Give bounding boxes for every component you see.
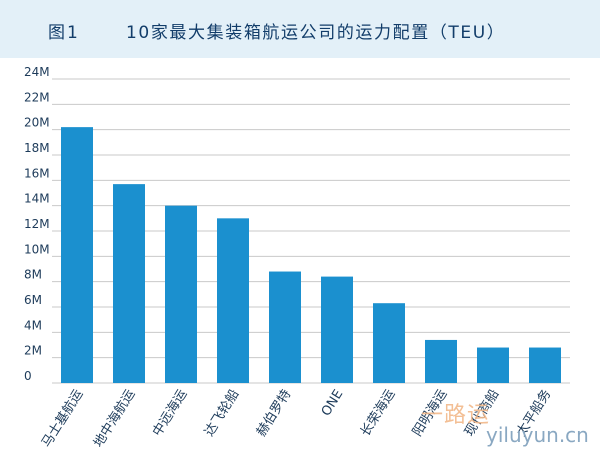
y-tick-label: 18M <box>24 141 50 155</box>
bars <box>61 127 561 383</box>
watermark-text: 一路运 <box>421 403 491 428</box>
y-tick-label: 14M <box>24 192 50 206</box>
bar-7 <box>373 303 405 383</box>
x-category-label: 马士基航运 <box>38 387 86 451</box>
y-tick-label: 22M <box>24 90 50 104</box>
x-category-label: 长荣海运 <box>358 387 398 439</box>
y-tick-label: 4M <box>24 318 42 332</box>
x-category-label: 中远海运 <box>150 387 190 439</box>
y-tick-label: 6M <box>24 293 42 307</box>
y-tick-label: 12M <box>24 217 50 231</box>
y-tick-label: 10M <box>24 242 50 256</box>
x-category-label: 地中海航运 <box>90 387 138 451</box>
x-category-label: 赫伯罗特 <box>254 387 294 439</box>
bar-6 <box>321 276 353 383</box>
y-tick-label: 8M <box>24 268 42 282</box>
y-tick-label: 24M <box>24 65 50 79</box>
y-tick-label: 0 <box>24 369 32 383</box>
bar-1 <box>61 127 93 383</box>
bar-4 <box>217 218 249 383</box>
watermark-url: yiluyun.cn <box>486 423 589 447</box>
y-tick-label: 20M <box>24 116 50 130</box>
y-tick-label: 16M <box>24 166 50 180</box>
chart-title: 10家最大集装箱航运公司的运力配置（TEU） <box>126 23 506 43</box>
y-axis-tick-labels: 0 2M 4M 6M 8M 10M 12M 14M 16M 18M 20M 22M 24M <box>24 65 50 383</box>
x-category-label: 达飞轮船 <box>202 387 242 439</box>
title-bar <box>0 0 600 58</box>
y-tick-label: 2M <box>24 344 42 358</box>
bar-2 <box>113 184 145 383</box>
bar-8 <box>425 339 457 383</box>
bar-10 <box>529 347 561 383</box>
bar-3 <box>165 205 197 383</box>
x-category-label: ONE <box>319 387 347 419</box>
bar-5 <box>269 271 301 383</box>
figure-label: 图1 <box>48 23 80 43</box>
bar-9 <box>477 347 509 383</box>
